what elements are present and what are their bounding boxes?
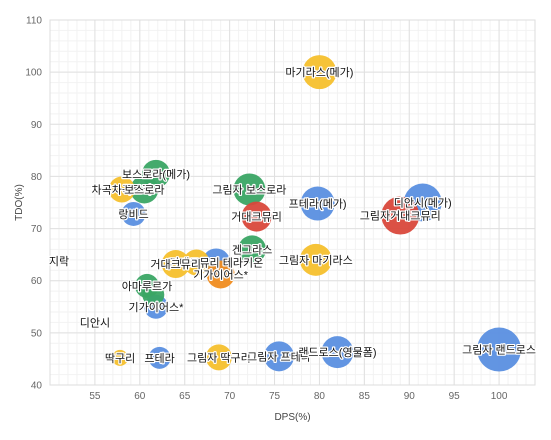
bubble-label: 디안시 (80, 316, 110, 329)
x-tick-label: 55 (89, 391, 101, 402)
bubble-label: 기가이어스* (129, 301, 185, 314)
y-tick-label: 70 (31, 224, 43, 235)
bubble-point[interactable] (130, 175, 159, 204)
bubble-point[interactable] (300, 186, 335, 221)
plot-area (49, 19, 536, 386)
x-tick-label: 65 (179, 391, 191, 402)
bubble-label: 거대크뮤리 (150, 258, 201, 271)
bubble-point[interactable] (205, 344, 232, 371)
bubble-point[interactable] (142, 283, 165, 306)
y-axis-title: TDO(%) (14, 184, 25, 221)
y-tick-label: 90 (31, 120, 43, 131)
bubble-label: 보스로라 (124, 183, 164, 196)
y-tick-label: 40 (31, 381, 43, 392)
bubble-label: 그림자 프테라 (247, 350, 311, 363)
x-tick-label: 90 (404, 391, 416, 402)
bubble-label: 그림자거대크뮤리 (360, 210, 441, 223)
bubble-point[interactable] (241, 201, 272, 232)
x-tick-label: 100 (491, 391, 508, 402)
bubble-point[interactable] (477, 327, 522, 372)
bubble-point[interactable] (112, 349, 129, 366)
x-tick-label: 70 (224, 391, 236, 402)
bubble-label: 랑비드 (118, 208, 148, 221)
y-tick-label: 60 (31, 276, 43, 287)
grid (49, 19, 536, 386)
bubble-point[interactable] (108, 176, 135, 203)
bubble-point[interactable] (264, 341, 295, 372)
bubble-point[interactable] (206, 260, 235, 289)
bubble-label: 디안시(메가) (394, 197, 452, 210)
bubble-label: 차곡차곡로라 (91, 183, 152, 196)
bubble-label: 거대크뮤리 테라키온 (169, 256, 263, 269)
x-tick-label: 85 (359, 391, 371, 402)
bubble-label: 기가이어스* (193, 268, 249, 281)
bubble-label: 프테라(메가) (289, 198, 347, 211)
bubble-label: 지락 (49, 255, 69, 268)
bubble-label: 딱구리 (105, 352, 135, 365)
x-tick-label: 60 (134, 391, 146, 402)
bubble-label: 마기라스(메가) (285, 66, 353, 79)
bubble-label: 프테라 (144, 352, 174, 365)
x-tick-label: 75 (269, 391, 281, 402)
bubble-label: 아마루르가 (122, 280, 173, 293)
bubble-label: 보스로라(메가) (122, 168, 190, 181)
bubble-label: 그림자 랜드로스 (462, 344, 536, 357)
x-tick-label: 95 (449, 391, 461, 402)
y-tick-label: 80 (31, 172, 43, 183)
bubble-point[interactable] (321, 336, 354, 369)
bubble-label: 그림자 보스로라 (212, 183, 286, 196)
x-axis-title: DPS(%) (274, 412, 310, 423)
bubble-point[interactable] (148, 346, 171, 369)
bubble-label: 겐그라스 (232, 243, 272, 256)
bubble-point[interactable] (238, 235, 267, 264)
y-tick-label: 110 (26, 16, 42, 27)
bubble-point[interactable] (302, 55, 337, 90)
bubble-point[interactable] (183, 249, 210, 276)
bubble-point[interactable] (233, 173, 266, 206)
y-tick-label: 100 (25, 68, 42, 79)
bubble-point[interactable] (161, 250, 190, 279)
bubble-label: 랜드로스(영물폼) (298, 346, 376, 359)
bubble-point[interactable] (381, 196, 420, 235)
bubble-label: 그림자 마기라스 (279, 254, 353, 267)
bubble-point[interactable] (121, 201, 146, 226)
bubbles (108, 55, 522, 372)
bubble-point[interactable] (299, 243, 332, 276)
bubble-label: 그림자 딱구리 (187, 351, 251, 364)
x-tick-label: 80 (314, 391, 326, 402)
axis-ticks: 55 60 65 70 75 80 85 90 95 100 40 50 60 70 80 90 100 110 (25, 16, 508, 403)
y-tick-label: 50 (31, 328, 43, 339)
bubble-label: 거대크뮤리 (231, 211, 282, 224)
